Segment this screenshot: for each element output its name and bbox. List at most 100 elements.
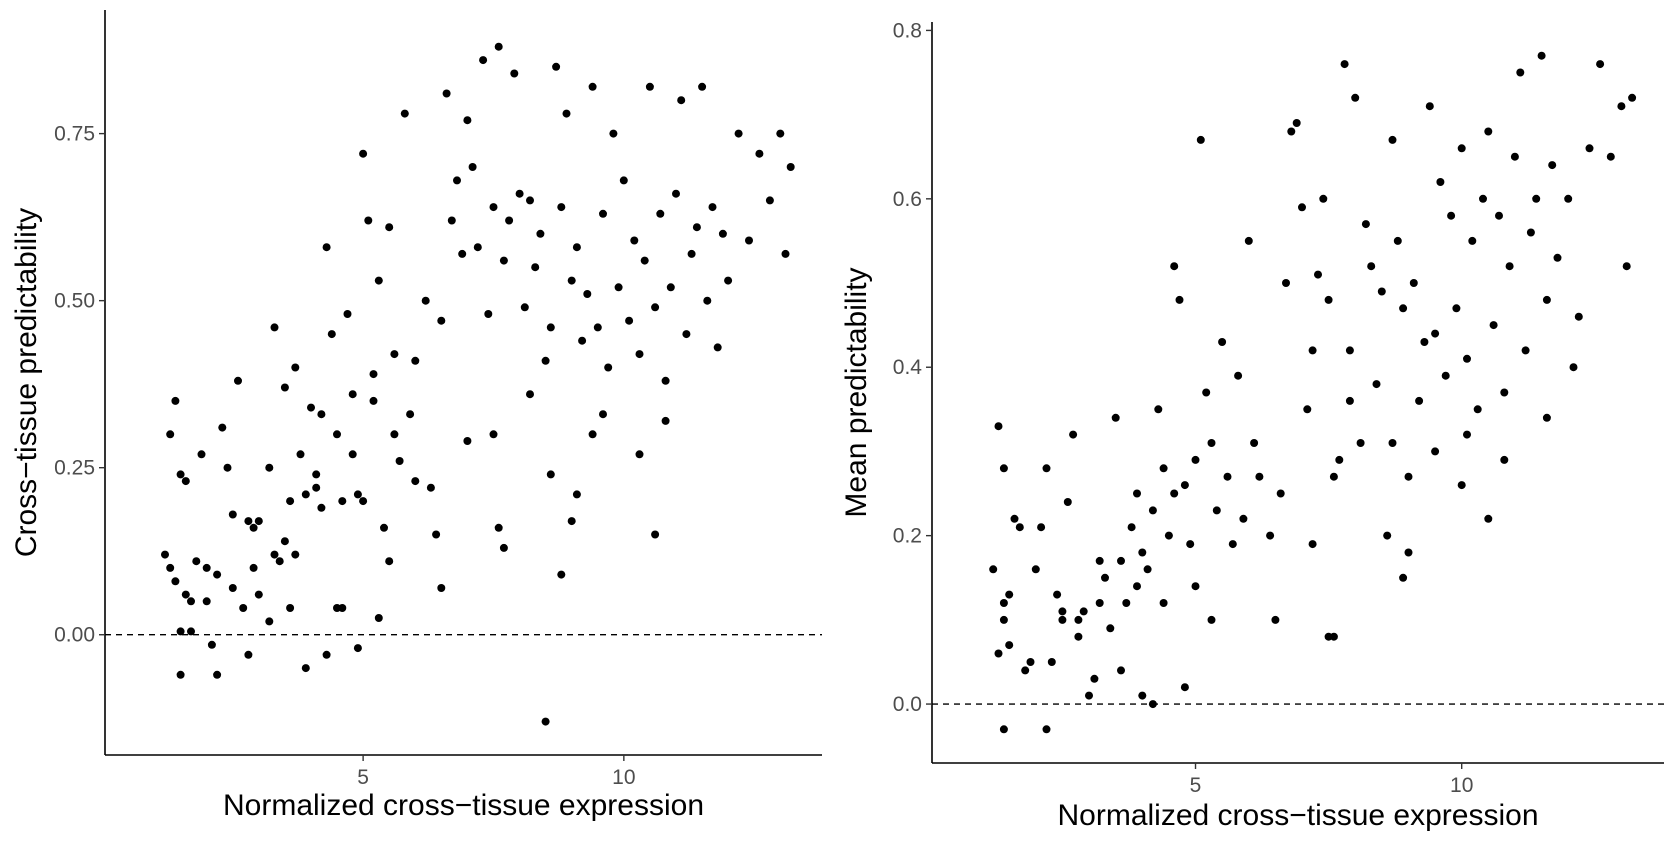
- chart-1-point: [453, 176, 461, 185]
- chart-1-point: [338, 604, 347, 612]
- chart-1-point: [463, 437, 472, 445]
- chart-2-point: [1628, 93, 1637, 102]
- chart-1-point: [724, 276, 733, 285]
- chart-2-point: [1510, 152, 1519, 161]
- chart-1-point: [552, 62, 561, 71]
- chart-1-point: [526, 196, 534, 205]
- chart-1-point: [489, 203, 498, 212]
- chart-2-point: [1484, 514, 1493, 523]
- chart-1-point: [635, 350, 644, 359]
- chart-1-point: [677, 96, 686, 105]
- chart-1-point: [426, 483, 435, 492]
- chart-1-point: [369, 396, 378, 405]
- chart-1-y-tick-label: 0.25: [54, 457, 95, 480]
- chart-1-point: [593, 323, 602, 332]
- chart-1-point: [494, 42, 503, 51]
- chart-1-point: [348, 390, 357, 399]
- chart-1-point: [713, 343, 722, 352]
- chart-1-point: [588, 82, 597, 91]
- chart-1-point: [536, 229, 545, 238]
- chart-1-point: [557, 203, 566, 212]
- chart-2-point: [1021, 666, 1030, 675]
- chart-1-point: [275, 557, 284, 566]
- chart-2-point: [1271, 615, 1280, 624]
- chart-2-point: [1191, 582, 1200, 591]
- chart-2-point: [1415, 396, 1424, 405]
- chart-1-point: [682, 330, 691, 339]
- chart-2-point: [1404, 472, 1413, 481]
- chart-2-point: [1436, 178, 1445, 186]
- chart-1-point: [187, 627, 195, 636]
- chart-1-point: [176, 627, 185, 636]
- chart-1-point: [369, 370, 378, 379]
- chart-1-point: [228, 584, 237, 592]
- chart-2-point: [989, 565, 998, 574]
- chart-2-point: [1090, 674, 1099, 683]
- chart-1-point: [447, 216, 456, 225]
- chart-1-point: [567, 517, 576, 526]
- chart-2-point: [1516, 68, 1525, 77]
- chart-2-point: [1553, 253, 1562, 262]
- chart-2-point: [1079, 607, 1088, 616]
- chart-1-point: [562, 109, 571, 118]
- chart-2-y-tick-label: 0.2: [893, 525, 922, 548]
- chart-1-point: [645, 82, 654, 91]
- chart-2-point: [1095, 599, 1104, 607]
- chart-1-point: [510, 69, 519, 78]
- chart-1-point: [458, 249, 467, 258]
- chart-1-point: [656, 209, 665, 218]
- chart-1-point: [171, 577, 180, 586]
- chart-2-point: [1180, 481, 1189, 490]
- chart-2-point: [1526, 228, 1535, 237]
- chart-2-point: [1148, 506, 1157, 515]
- chart-2-point: [1383, 531, 1392, 540]
- chart-2-point: [1399, 573, 1408, 582]
- chart-1-point: [718, 229, 727, 238]
- chart-2-point: [1138, 691, 1147, 700]
- chart-2-point: [1074, 632, 1083, 641]
- chart-1-point: [380, 523, 388, 532]
- chart-1-point: [322, 243, 331, 252]
- chart-1-point: [223, 463, 232, 472]
- chart-2-point: [1250, 439, 1259, 447]
- chart-1-point: [301, 490, 310, 499]
- chart-2-point: [1042, 725, 1051, 734]
- chart-1-point: [348, 450, 357, 459]
- chart-2-point: [994, 422, 1003, 431]
- chart-2-point: [1037, 523, 1046, 532]
- chart-2-point: [1255, 472, 1264, 481]
- chart-2-point: [1431, 329, 1440, 338]
- chart-1-point: [463, 116, 472, 125]
- chart-2-point: [1218, 338, 1227, 346]
- chart-2-point: [999, 725, 1008, 734]
- chart-2-point: [1319, 194, 1328, 203]
- chart-1-point: [541, 717, 550, 726]
- chart-2-point: [1425, 102, 1434, 111]
- chart-2-point: [1606, 152, 1615, 161]
- chart-2-point: [1457, 144, 1466, 153]
- chart-2-point: [1468, 236, 1477, 245]
- chart-1-point: [171, 396, 180, 405]
- chart-1-point: [572, 243, 581, 252]
- chart-1-point: [234, 376, 242, 385]
- chart-1-point: [353, 644, 362, 653]
- chart-2-point: [1308, 346, 1317, 355]
- chart-2-point: [1212, 506, 1221, 515]
- chart-2-point: [1298, 203, 1306, 212]
- chart-2-point: [1361, 220, 1370, 229]
- chart-1-point: [494, 523, 503, 532]
- chart-2-point: [1148, 700, 1157, 709]
- chart-2-point: [1622, 262, 1631, 271]
- chart-2-point: [1345, 396, 1354, 405]
- chart-2-point: [1377, 287, 1386, 296]
- chart-1-point: [353, 490, 362, 499]
- chart-1-point: [265, 463, 274, 472]
- chart-2-y-tick-label: 0.4: [893, 356, 923, 379]
- chart-2-point: [1207, 439, 1216, 447]
- chart-1-point: [161, 550, 169, 559]
- chart-2-y-tick-label: 0.8: [893, 19, 922, 42]
- chart-2-point: [1143, 565, 1152, 574]
- chart-2-point: [1287, 127, 1296, 136]
- chart-2-point: [1005, 641, 1014, 650]
- chart-1-point: [651, 530, 660, 539]
